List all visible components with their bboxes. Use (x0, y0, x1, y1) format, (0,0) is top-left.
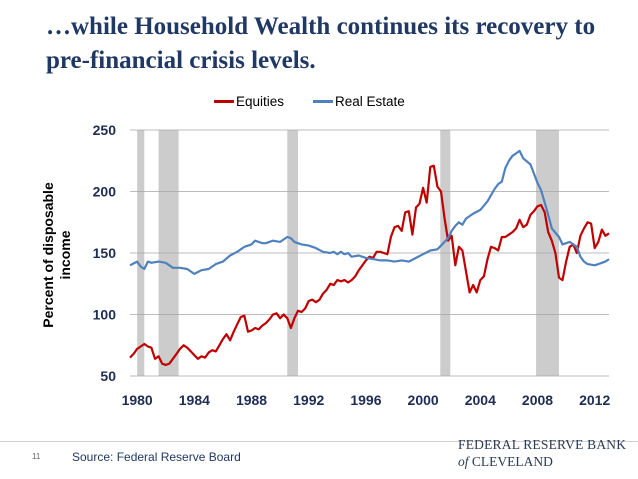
x-tick-2008: 2008 (522, 392, 553, 408)
page-number: 11 (32, 452, 41, 461)
x-tick-labels: 1980 1984 1988 1992 1996 2000 2004 2008 2012 (122, 392, 611, 408)
y-tick-50: 50 (100, 368, 116, 384)
federal-reserve-logo: FEDERAL RESERVE BANK of CLEVELAND (458, 437, 628, 471)
y-tick-150: 150 (93, 245, 117, 261)
logo-line-1: FEDERAL RESERVE BANK (458, 437, 627, 452)
x-tick-2000: 2000 (408, 392, 439, 408)
y-tick-100: 100 (93, 307, 117, 323)
y-tick-200: 200 (93, 184, 117, 200)
x-tick-1988: 1988 (236, 392, 267, 408)
gridlines (130, 129, 609, 377)
y-tick-labels: 50 100 150 200 250 (93, 122, 117, 384)
x-tick-1992: 1992 (293, 392, 324, 408)
logo-of: of (458, 454, 469, 469)
slide-title: …while Household Wealth continues its re… (46, 13, 596, 74)
series-line-equities (129, 164, 610, 366)
x-tick-2004: 2004 (465, 392, 496, 408)
x-tick-1980: 1980 (122, 392, 153, 408)
legend-item-real-estate: Real Estate (313, 94, 405, 109)
source-note: Source: Federal Reserve Board (72, 450, 241, 464)
logo-line-2: of CLEVELAND (458, 453, 628, 471)
chart-legend: Equities Real Estate (0, 94, 638, 114)
legend-label-real-estate: Real Estate (335, 94, 405, 109)
y-tick-250: 250 (93, 122, 117, 138)
legend-label-equities: Equities (236, 94, 285, 109)
footer-divider (0, 441, 638, 442)
series-line-real-estate (129, 149, 610, 275)
legend-swatch-equities (214, 100, 234, 103)
legend-item-equities: Equities (214, 94, 284, 109)
legend-swatch-real-estate (313, 100, 333, 103)
series-lines (129, 149, 610, 366)
x-tick-2012: 2012 (579, 392, 610, 408)
logo-cleveland: CLEVELAND (471, 454, 553, 469)
x-tick-1996: 1996 (350, 392, 381, 408)
x-tick-1984: 1984 (179, 392, 210, 408)
